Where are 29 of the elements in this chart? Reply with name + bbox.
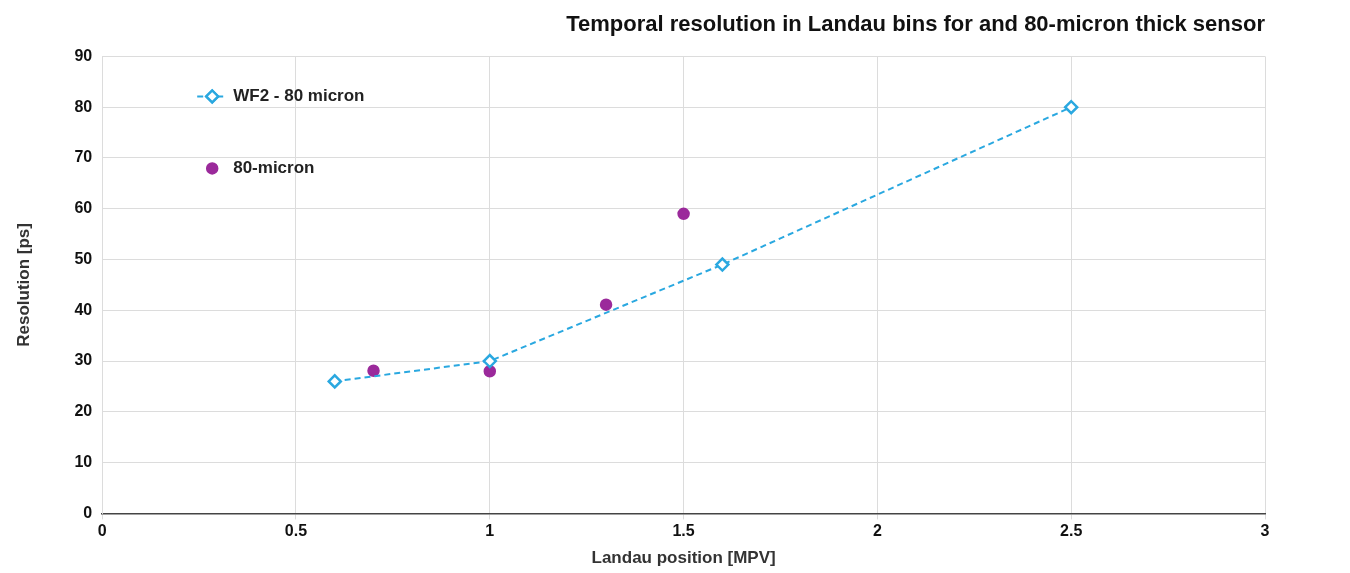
y-tick-label: 10 bbox=[74, 453, 93, 471]
y-tick-label: 20 bbox=[74, 402, 93, 420]
x-tick-label: 0 bbox=[97, 522, 107, 540]
y-tick-label: 90 bbox=[74, 46, 93, 64]
x-tick-label: 2 bbox=[872, 522, 882, 540]
point bbox=[677, 207, 690, 221]
point bbox=[1063, 99, 1079, 115]
x-tick-label: 2.5 bbox=[1060, 522, 1083, 540]
x-axis-title: Landau position [MPV] bbox=[591, 548, 776, 568]
point bbox=[599, 298, 613, 311]
x-tick-label: 1 bbox=[485, 522, 495, 540]
y-axis-title: Resolution [ps] bbox=[13, 223, 33, 347]
y-tick-label: 30 bbox=[74, 351, 93, 369]
y-tick-label: 50 bbox=[74, 249, 93, 267]
point bbox=[482, 353, 498, 369]
y-tick-label: 60 bbox=[74, 199, 93, 217]
y-tick-label: 70 bbox=[74, 148, 93, 166]
x-tick-label: 0.5 bbox=[284, 522, 308, 540]
point bbox=[367, 364, 380, 377]
point bbox=[715, 257, 730, 272]
x-tick-label: 1.5 bbox=[672, 522, 695, 540]
y-tick-label: 40 bbox=[74, 300, 93, 318]
legend-label: WF2 - 80 micron bbox=[233, 86, 365, 106]
x-tick-label: 3 bbox=[1260, 522, 1270, 540]
point bbox=[327, 374, 343, 389]
y-tick-label: 0 bbox=[83, 503, 93, 521]
chart-title: Temporal resolution in Landau bins for and 80-micron thick sensor bbox=[566, 11, 1266, 37]
legend-label: 80-micron bbox=[233, 158, 315, 178]
y-tick-label: 80 bbox=[74, 97, 93, 115]
